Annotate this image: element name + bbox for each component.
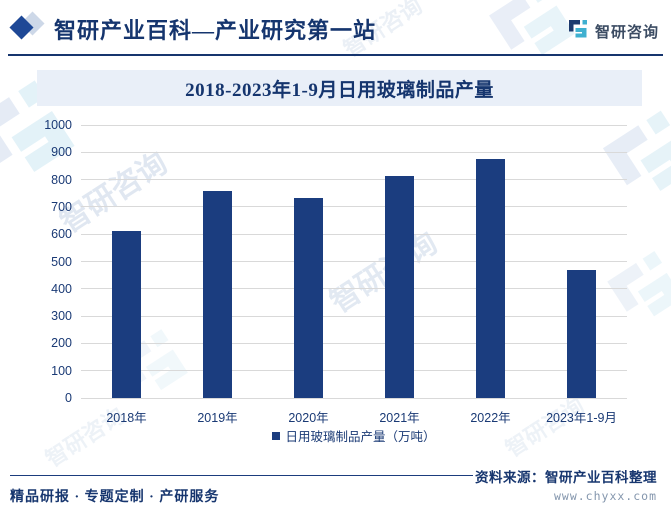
y-tick-label: 0 [65, 391, 72, 405]
gridline [81, 397, 627, 399]
gridline [81, 288, 627, 290]
brand-title: 智研产业百科—产业研究第一站 [54, 18, 377, 43]
x-tick-label: 2021年 [379, 411, 420, 425]
y-tick-label: 800 [51, 172, 72, 187]
website: www.chyxx.com [553, 489, 657, 503]
bar-2020年 [294, 198, 323, 398]
y-tick-label: 200 [51, 336, 72, 351]
gridline [81, 124, 627, 126]
gridline [81, 370, 627, 372]
gridline [81, 151, 627, 153]
gridline [81, 179, 627, 181]
gridline [81, 233, 627, 235]
y-tick-label: 700 [51, 199, 72, 214]
footer-divider [10, 475, 473, 476]
x-tick-label: 2022年 [470, 411, 511, 425]
bar-2018年 [112, 230, 141, 398]
diamond-icon [9, 11, 50, 46]
y-tick-label: 1000 [44, 118, 72, 132]
plot-area [81, 124, 627, 399]
logo-text: 智研咨询 [594, 24, 659, 41]
gridline [81, 315, 627, 317]
x-tick-label: 2019年 [197, 411, 238, 425]
y-tick-label: 400 [51, 281, 72, 296]
gridline [81, 261, 627, 262]
legend: 日用玻璃制品产量（万吨） [81, 426, 627, 445]
zhiyan-logo-icon [566, 17, 590, 46]
bar-2023年1-9月 [567, 270, 596, 398]
chart-title-box: 2018-2023年1-9月日用玻璃制品产量 [37, 70, 642, 106]
legend-swatch [272, 431, 281, 440]
x-tick-label: 2020年 [288, 411, 329, 425]
source-block: 资料来源：智研产业百科整理 www.chyxx.com [475, 466, 657, 503]
bar-2021年 [385, 175, 414, 398]
y-tick-label: 600 [51, 227, 72, 242]
y-tick-label: 500 [51, 254, 72, 269]
bar-2019年 [203, 190, 232, 398]
y-tick-label: 300 [51, 309, 72, 324]
data-source: 资料来源：智研产业百科整理 [475, 470, 657, 485]
header-divider [8, 54, 663, 56]
bar-2022年 [476, 158, 505, 398]
x-tick-label: 2023年1-9月 [546, 411, 617, 425]
company-logo: 智研咨询 [566, 17, 659, 46]
x-tick-label: 2018年 [106, 411, 147, 425]
bar-chart: 0 100 200 300 400 500 600 700 800 900 1000 2018年 20… [0, 115, 671, 465]
y-tick-label: 100 [51, 363, 72, 378]
y-axis-labels: 0 100 200 300 400 500 600 700 800 900 1000 [0, 118, 72, 405]
y-tick-label: 900 [51, 145, 72, 160]
chart-title: 2018-2023年1-9月日用玻璃制品产量 [185, 79, 494, 101]
header: 智研产业百科—产业研究第一站 智研咨询 [0, 0, 671, 56]
gridline [81, 206, 627, 208]
legend-label: 日用玻璃制品产量（万吨） [285, 430, 436, 444]
footer: 资料来源：智研产业百科整理 www.chyxx.com 精品研报 · 专题定制 … [0, 460, 671, 515]
brand: 智研产业百科—产业研究第一站 [9, 11, 377, 46]
gridline [81, 342, 627, 344]
services-tagline: 精品研报 · 专题定制 · 产研服务 [10, 490, 220, 505]
